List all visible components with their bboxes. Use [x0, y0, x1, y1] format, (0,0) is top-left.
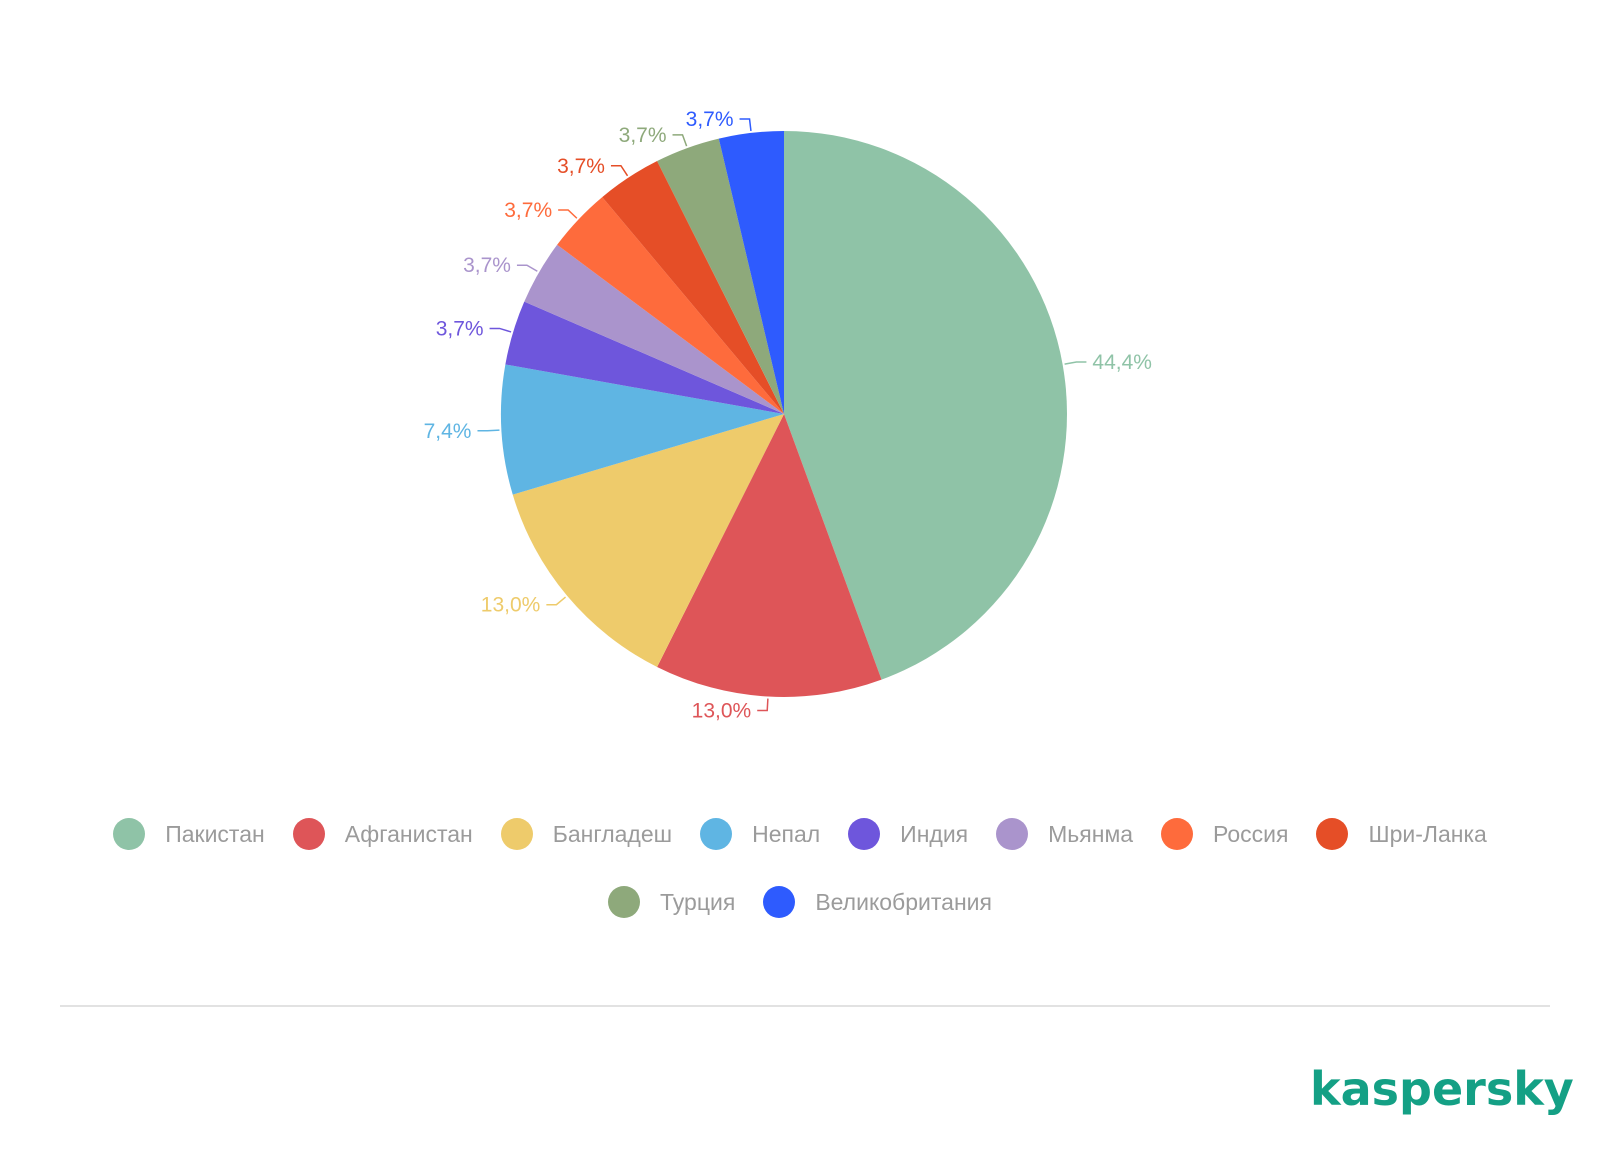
legend-item-india: Индия [848, 818, 968, 850]
leader-line-7 [610, 165, 629, 177]
legend-label-sri-lanka: Шри-Ланка [1368, 820, 1487, 847]
legend-label-afghanistan: Афганистан [344, 820, 473, 847]
legend-item-pakistan: Пакистан [113, 818, 265, 850]
legend-label-india: Индия [900, 820, 969, 847]
slice-value-label-5: 3,7% [463, 254, 511, 277]
footer-divider [60, 1005, 1550, 1007]
leader-line-9 [739, 118, 752, 132]
leader-line-3 [477, 429, 500, 432]
slice-value-label-9: 3,7% [686, 108, 734, 131]
pie-slice-6 [557, 197, 784, 414]
legend-swatch-myanmar [996, 818, 1029, 850]
slice-value-label-7: 3,7% [557, 155, 605, 178]
slice-value-label-0: 44,4% [1092, 351, 1152, 374]
legend-item-afghanistan: Афганистан [292, 818, 473, 850]
legend-label-russia: Россия [1213, 820, 1289, 847]
leader-line-4 [489, 327, 512, 333]
legend-label-myanmar: Мьянма [1048, 820, 1134, 847]
slice-value-label-2: 13,0% [481, 594, 541, 617]
legend-item-russia: Россия [1161, 818, 1288, 850]
pie-slice-8 [657, 138, 784, 414]
slice-value-label-3: 7,4% [424, 420, 472, 443]
slice-value-label-4: 3,7% [436, 317, 484, 340]
leader-line-0 [1064, 361, 1087, 365]
legend-label-bangladesh: Бангладеш [552, 820, 673, 847]
legend-swatch-india [848, 818, 881, 850]
legend-label-uk: Великобритания [815, 888, 992, 915]
legend-row-1: Пакистан Афганистан Бангладеш Непал Инди… [0, 818, 1600, 850]
legend-row-2: Турция Великобритания [0, 886, 1600, 918]
legend-swatch-sri-lanka [1316, 818, 1349, 850]
slice-value-label-6: 3,7% [504, 199, 552, 222]
legend-item-sri-lanka: Шри-Ланка [1316, 818, 1487, 850]
pie-chart: 44,4%13,0%13,0%7,4%3,7%3,7%3,7%3,7%3,7%3… [424, 108, 1152, 723]
leader-line-5 [516, 264, 538, 272]
legend-item-bangladesh: Бангладеш [500, 818, 673, 850]
pie-slice-2 [512, 414, 784, 667]
pie-slices [501, 131, 1067, 697]
legend-swatch-uk [763, 886, 796, 918]
legend-swatch-nepal [700, 818, 733, 850]
kaspersky-logo: kaspersky [1310, 1062, 1574, 1116]
pie-slice-0 [784, 131, 1067, 680]
pie-slice-4 [505, 301, 784, 414]
leader-line-2 [546, 596, 567, 606]
pie-slice-9 [718, 131, 784, 414]
leader-line-1 [757, 698, 769, 712]
leader-line-6 [558, 209, 578, 219]
legend-label-pakistan: Пакистан [165, 820, 265, 847]
legend-swatch-turkey [608, 886, 641, 918]
pie-slice-3 [501, 364, 784, 495]
legend-item-turkey: Турция [608, 886, 735, 918]
slice-value-label-1: 13,0% [692, 700, 752, 723]
legend-item-myanmar: Мьянма [996, 818, 1133, 850]
legend-item-nepal: Непал [700, 818, 820, 850]
slice-value-label-8: 3,7% [619, 124, 667, 147]
legend-swatch-bangladesh [500, 818, 533, 850]
pie-slice-7 [602, 161, 784, 414]
legend-label-nepal: Непал [752, 820, 821, 847]
pie-labels: 44,4%13,0%13,0%7,4%3,7%3,7%3,7%3,7%3,7%3… [424, 108, 1152, 723]
legend-swatch-afghanistan [292, 818, 325, 850]
pie-slice-1 [657, 414, 882, 697]
pie-slice-5 [524, 244, 784, 414]
leader-line-8 [672, 134, 688, 147]
legend-swatch-russia [1161, 818, 1194, 850]
legend-item-uk: Великобритания [763, 886, 992, 918]
legend-swatch-pakistan [113, 818, 146, 850]
legend-label-turkey: Турция [660, 888, 736, 915]
